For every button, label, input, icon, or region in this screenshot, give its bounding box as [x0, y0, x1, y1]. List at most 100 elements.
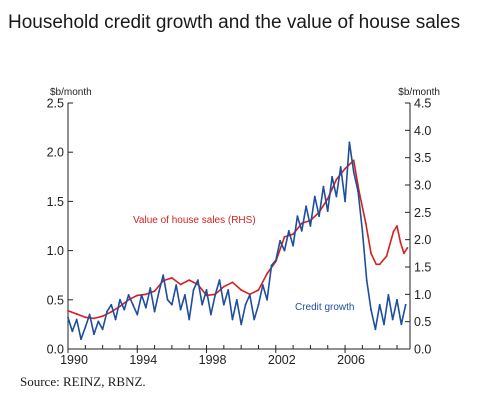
data-point-house_sales: [406, 246, 409, 249]
data-point-credit_growth: [84, 326, 87, 329]
data-point-credit_growth: [80, 338, 82, 341]
data-point-house_sales: [101, 315, 104, 318]
data-point-credit_growth: [196, 279, 199, 282]
data-point-credit_growth: [188, 318, 191, 321]
data-point-credit_growth: [357, 190, 359, 193]
data-point-house_sales: [300, 222, 303, 225]
data-point-house_sales: [93, 317, 95, 320]
data-point-credit_growth: [101, 328, 104, 331]
data-point-house_sales: [75, 313, 78, 315]
left-tick-label: 1.0: [47, 244, 64, 258]
data-point-credit_growth: [175, 284, 178, 286]
data-point-credit_growth: [378, 303, 381, 306]
data-point-house_sales: [364, 222, 367, 225]
right-tick-label: 4.5: [414, 97, 431, 111]
x-tick-label: 1990: [60, 353, 88, 367]
data-point-credit_growth: [110, 303, 113, 306]
data-point-credit_growth: [214, 293, 217, 296]
data-point-credit_growth: [235, 298, 238, 301]
data-point-credit_growth: [162, 274, 165, 277]
data-point-house_sales: [127, 298, 130, 301]
data-point-credit_growth: [266, 298, 269, 301]
data-point-credit_growth: [257, 303, 260, 306]
data-point-house_sales: [119, 305, 121, 308]
data-point-credit_growth: [88, 313, 91, 316]
data-point-credit_growth: [339, 166, 342, 168]
data-point-house_sales: [335, 178, 338, 181]
right-tick-label: 2.5: [414, 206, 431, 220]
data-point-house_sales: [67, 309, 69, 312]
data-point-credit_growth: [106, 310, 108, 313]
data-point-credit_growth: [387, 293, 390, 296]
data-point-credit_growth: [400, 323, 403, 326]
data-point-credit_growth: [75, 318, 78, 321]
data-point-credit_growth: [283, 249, 286, 252]
left-tick-label: 1.5: [47, 195, 64, 209]
x-tick-label: 2006: [337, 353, 365, 367]
data-point-house_sales: [240, 289, 243, 291]
data-point-credit_growth: [361, 230, 364, 232]
data-point-credit_growth: [300, 230, 303, 232]
data-point-credit_growth: [309, 225, 312, 227]
data-point-credit_growth: [331, 175, 333, 178]
data-point-credit_growth: [270, 264, 273, 267]
left-tick-label: 2.0: [47, 146, 64, 160]
right-tick-label: 0.0: [414, 343, 431, 357]
data-point-credit_growth: [404, 303, 407, 306]
data-point-house_sales: [403, 252, 405, 255]
data-point-credit_growth: [119, 298, 121, 301]
source-note: Source: REINZ, RBNZ.: [20, 374, 146, 389]
data-point-credit_growth: [227, 289, 230, 291]
data-point-credit_growth: [348, 141, 351, 144]
data-point-house_sales: [378, 263, 381, 266]
data-point-credit_growth: [166, 298, 169, 301]
data-point-credit_growth: [352, 170, 355, 173]
data-point-house_sales: [352, 159, 355, 162]
data-point-credit_growth: [318, 215, 320, 218]
data-point-credit_growth: [123, 308, 126, 311]
data-point-credit_growth: [183, 293, 186, 296]
data-point-credit_growth: [158, 291, 160, 293]
data-point-credit_growth: [296, 215, 299, 218]
data-point-house_sales: [396, 225, 398, 227]
x-tick-label: 1994: [129, 353, 157, 367]
data-point-house_sales: [266, 272, 269, 275]
left-axis-unit: $b/month: [50, 87, 92, 98]
data-point-credit_growth: [71, 330, 74, 333]
data-point-house_sales: [136, 294, 139, 297]
data-point-credit_growth: [365, 279, 368, 282]
data-point-credit_growth: [218, 279, 221, 282]
data-point-credit_growth: [370, 308, 372, 311]
data-point-credit_growth: [145, 306, 147, 309]
right-tick-label: 1.0: [414, 288, 431, 302]
data-point-credit_growth: [305, 205, 308, 208]
data-point-credit_growth: [248, 293, 251, 296]
data-point-house_sales: [326, 197, 329, 200]
data-point-house_sales: [222, 285, 225, 288]
right-tick-label: 4.0: [414, 124, 431, 138]
data-point-credit_growth: [179, 308, 182, 311]
data-point-credit_growth: [114, 318, 117, 321]
left-tick-label: 2.5: [47, 97, 64, 111]
data-point-credit_growth: [274, 259, 277, 262]
data-point-credit_growth: [383, 323, 385, 326]
right-tick-label: 1.5: [414, 261, 431, 275]
right-tick-label: 2.0: [414, 233, 431, 247]
data-point-credit_growth: [231, 318, 234, 321]
data-point-house_sales: [392, 230, 395, 233]
right-tick-label: 3.5: [414, 151, 431, 165]
data-point-credit_growth: [344, 200, 346, 203]
left-tick-label: 0.5: [47, 293, 64, 307]
data-point-credit_growth: [244, 303, 247, 306]
data-point-credit_growth: [222, 303, 225, 306]
data-point-house_sales: [399, 241, 402, 244]
data-point-credit_growth: [374, 328, 377, 331]
data-point-credit_growth: [136, 313, 139, 316]
chart-title: Household credit growth and the value of…: [8, 12, 461, 33]
annotation-credit-growth: Credit growth: [295, 302, 354, 313]
data-point-credit_growth: [192, 289, 195, 291]
data-point-credit_growth: [240, 323, 243, 326]
data-point-credit_growth: [326, 210, 329, 213]
data-point-credit_growth: [279, 239, 282, 242]
